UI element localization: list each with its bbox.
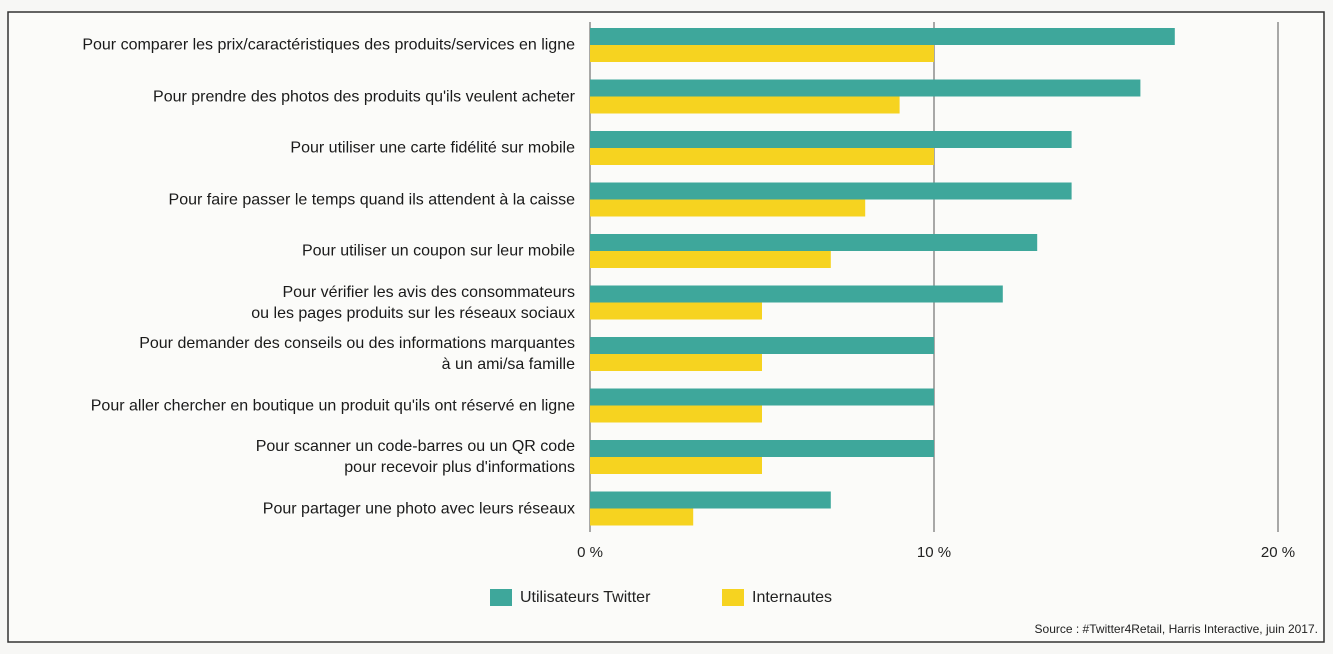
legend-swatch [490, 589, 512, 606]
x-tick-label: 20 % [1261, 544, 1295, 561]
category-label: Pour utiliser une carte fidélité sur mob… [290, 139, 575, 157]
bar [590, 302, 762, 320]
source: Source : #Twitter4Retail, Harris Interac… [1035, 622, 1318, 636]
bar [590, 388, 934, 406]
legend-label: Utilisateurs Twitter [520, 589, 651, 606]
bar [590, 148, 934, 165]
bar [590, 45, 934, 62]
legend-label: Internautes [752, 589, 832, 606]
category-label: Pour faire passer le temps quand ils att… [168, 191, 575, 208]
category-label: Pour utiliser un coupon sur leur mobile [301, 242, 575, 260]
category-label: Pour aller chercher en boutique un produ… [90, 397, 575, 414]
bar [590, 440, 934, 457]
bar [590, 285, 1003, 303]
bar [590, 96, 900, 114]
bar [590, 337, 934, 354]
frame [7, 11, 1325, 643]
x-tick-label: 10 % [917, 544, 951, 561]
bar [590, 182, 1072, 200]
category-label: Pour comparer les prix/caractéristiques … [82, 36, 575, 54]
category-label: Pour demander des conseils ou des inform… [139, 335, 575, 373]
bar [590, 131, 1072, 148]
bar [590, 251, 831, 268]
category-label: Pour scanner un code-barres ou un QR cod… [255, 438, 575, 476]
bar [590, 491, 831, 509]
legend-swatch [722, 589, 744, 606]
x-tick-label: 0 % [577, 544, 603, 561]
bar [590, 457, 762, 474]
bar [590, 508, 694, 526]
bar [590, 199, 866, 217]
category-label: Pour vérifier les avis des consommateurs… [251, 283, 575, 322]
bar [590, 79, 1141, 97]
bar [590, 354, 762, 371]
bar [590, 28, 1175, 45]
category-label: Pour prendre des photos des produits qu'… [153, 88, 575, 105]
bar [590, 405, 762, 423]
category-label: Pour partager une photo avec leurs résea… [262, 500, 575, 517]
bar [590, 234, 1038, 251]
